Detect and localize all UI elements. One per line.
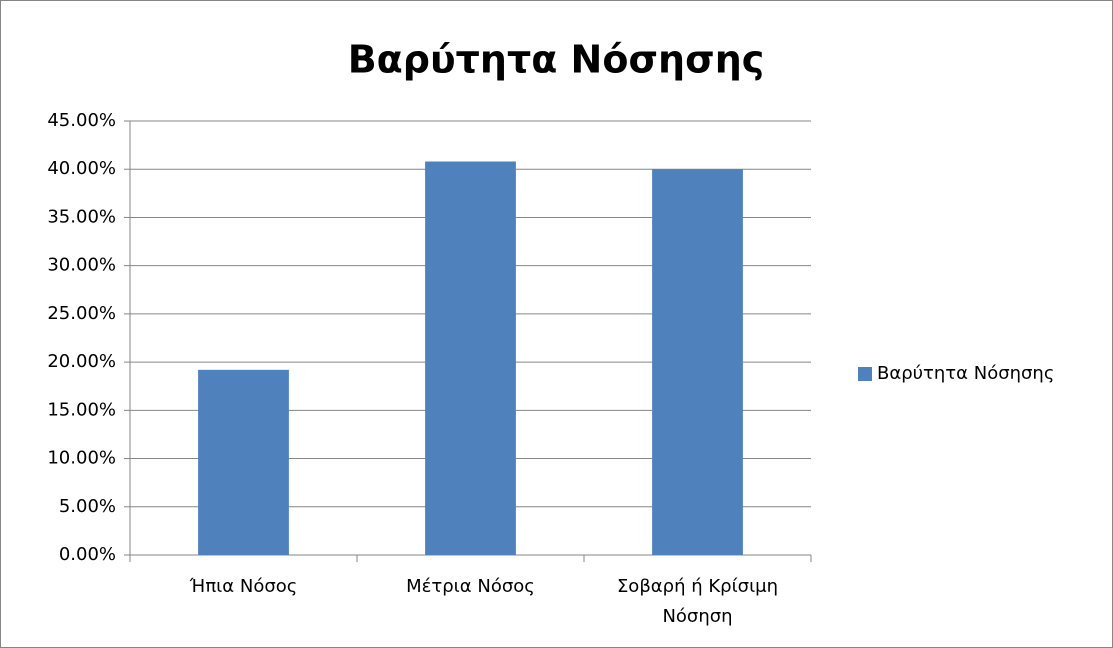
y-tick-label: 20.00%: [47, 351, 116, 372]
y-tick-label: 30.00%: [47, 255, 116, 276]
bar: [652, 169, 743, 555]
y-tick-label: 15.00%: [47, 399, 116, 420]
y-tick-label: 40.00%: [47, 158, 116, 179]
x-tick-label: Ήπια Νόσος: [189, 576, 298, 597]
y-tick-label: 25.00%: [47, 303, 116, 324]
legend-swatch: [858, 367, 872, 381]
chart-title: Βαρύτητα Νόσησης: [348, 38, 765, 82]
y-tick-label: 5.00%: [59, 496, 116, 517]
y-tick-label: 10.00%: [47, 448, 116, 469]
y-tick-label: 45.00%: [47, 110, 116, 131]
bar: [425, 161, 516, 556]
y-tick-label: 0.00%: [59, 544, 116, 565]
x-tick-label: Μέτρια Νόσος: [406, 576, 535, 597]
y-tick-label: 35.00%: [47, 206, 116, 227]
x-tick-label: Σοβαρή ή Κρίσιμη Νόσηση: [617, 576, 778, 627]
bar: [198, 369, 289, 555]
legend-label: Βαρύτητα Νόσησης: [877, 363, 1054, 384]
